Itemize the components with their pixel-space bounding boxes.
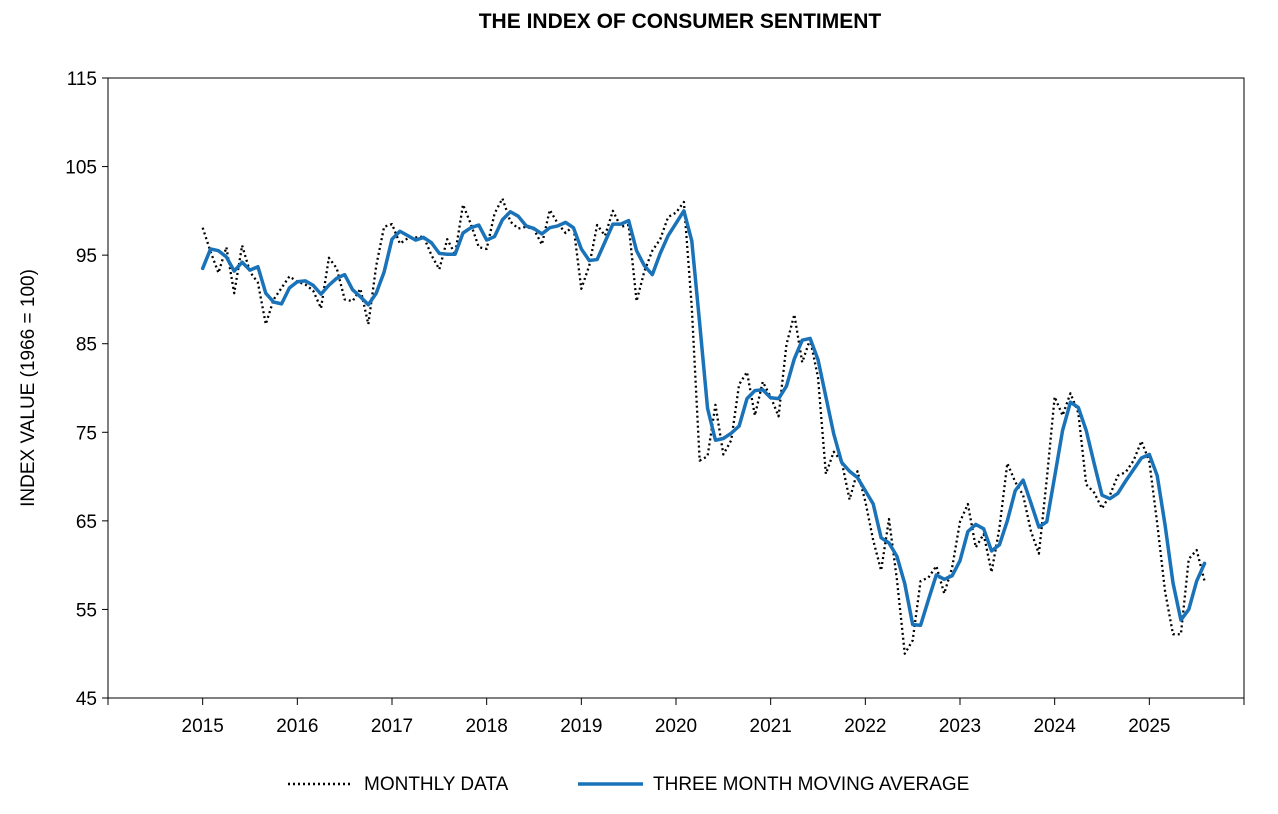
y-tick-label: 75 [76,423,97,444]
x-axis: 2015 2016 2017 2018 2019 2020 2021 2022 2023 2024… [107,698,1245,737]
series-layer [200,197,1207,655]
y-tick-label: 95 [76,246,97,267]
x-tick-label: 2022 [844,716,886,737]
x-tick-label: 2018 [466,716,508,737]
y-tick-label: 45 [76,689,97,710]
y-tick-label: 85 [76,335,97,356]
y-tick-label: 105 [65,158,97,179]
plot-area [107,77,1245,699]
legend-label-moving-average: THREE MONTH MOVING AVERAGE [653,774,969,795]
x-tick-label: 2025 [1128,716,1170,737]
x-tick-label: 2021 [750,716,792,737]
x-tick-label: 2015 [182,716,224,737]
x-tick-label: 2020 [655,716,697,737]
series-moving-average-line [200,209,1207,628]
legend-label-monthly: MONTHLY DATA [364,774,509,795]
legend: MONTHLY DATA THREE MONTH MOVING AVERAGE [288,774,969,795]
x-tick-label: 2016 [276,716,318,737]
x-tick-label: 2019 [560,716,602,737]
y-tick-label: 65 [76,512,97,533]
series-monthly-data-line [201,197,1206,655]
y-tick-label: 115 [67,69,97,90]
x-tick-label: 2023 [939,716,981,737]
y-axis: 45 55 65 75 85 95 105 115 [65,69,108,710]
x-tick-label: 2017 [371,716,413,737]
x-tick-label: 2024 [1034,716,1077,737]
chart-title: THE INDEX OF CONSUMER SENTIMENT [479,10,882,33]
y-tick-label: 55 [76,600,97,621]
y-axis-title: INDEX VALUE (1966 = 100) [18,269,39,507]
